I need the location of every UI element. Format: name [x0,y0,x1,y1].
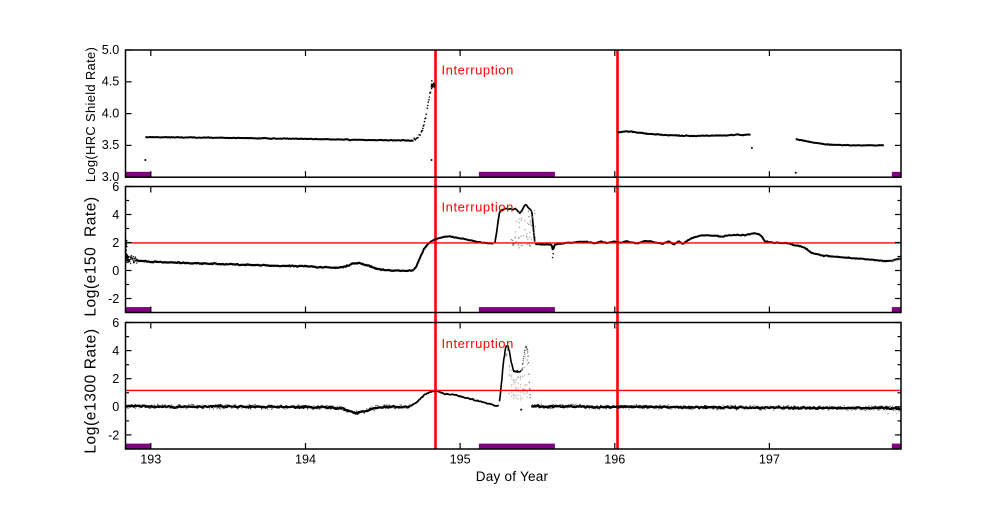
svg-text:196: 196 [604,453,625,467]
svg-text:Interruption: Interruption [442,63,514,78]
svg-text:Interruption: Interruption [442,336,514,351]
svg-text:-2: -2 [108,428,119,442]
svg-text:Day of Year: Day of Year [476,469,549,484]
svg-text:2: 2 [112,236,119,250]
svg-text:Log(e1300 Rate): Log(e1300 Rate) [83,328,100,453]
svg-text:6: 6 [112,180,119,194]
svg-text:Interruption: Interruption [442,200,514,215]
svg-text:Log(e150 Rate): Log(e150 Rate) [83,196,100,316]
svg-text:195: 195 [450,453,471,467]
svg-text:4: 4 [112,208,119,222]
svg-text:-2: -2 [108,292,119,306]
svg-text:Log(HRC Shield Rate): Log(HRC Shield Rate) [83,47,98,182]
svg-text:0: 0 [112,264,119,278]
svg-text:0: 0 [112,400,119,414]
svg-text:4.0: 4.0 [102,106,120,120]
svg-text:4.5: 4.5 [102,75,120,89]
svg-text:4: 4 [112,344,119,358]
svg-text:197: 197 [759,453,780,467]
svg-text:5.0: 5.0 [102,43,120,57]
svg-text:193: 193 [140,453,161,467]
svg-text:3.5: 3.5 [102,138,120,152]
svg-text:3.0: 3.0 [102,170,120,184]
svg-text:2: 2 [112,372,119,386]
svg-text:6: 6 [112,316,119,330]
svg-text:194: 194 [295,453,316,467]
